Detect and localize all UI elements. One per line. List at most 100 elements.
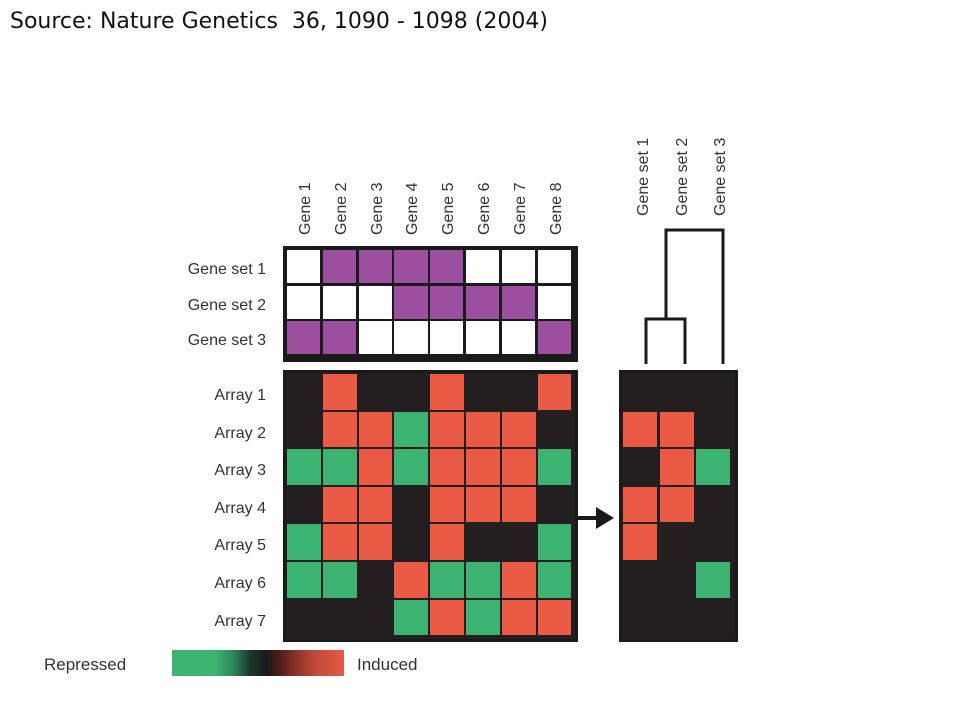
expression-cell — [322, 599, 357, 636]
expression-cell — [394, 599, 429, 636]
expression-cell — [466, 562, 500, 598]
score-cell — [623, 411, 657, 448]
array-row-label: Array 2 — [214, 424, 266, 442]
expression-cell — [394, 374, 429, 410]
expression-cell — [358, 524, 393, 560]
membership-cell — [287, 321, 321, 354]
score-cell — [696, 374, 730, 410]
score-cell — [659, 374, 694, 410]
expression-cell — [287, 562, 321, 598]
expression-cell — [358, 562, 393, 598]
score-cell — [696, 562, 730, 598]
expression-cell — [501, 374, 536, 410]
dendrogram-outer-branch — [664, 228, 725, 364]
score-cell — [623, 524, 657, 560]
membership-cell — [466, 285, 500, 319]
expression-cell — [358, 599, 393, 636]
expression-cell — [430, 411, 464, 448]
dendrogram — [644, 228, 725, 364]
array-row-label: Array 4 — [214, 499, 266, 517]
membership-cell — [358, 250, 392, 283]
geneset-row-label: Gene set 1 — [187, 261, 266, 278]
membership-cell — [322, 250, 357, 283]
expression-cell — [430, 449, 464, 485]
score-cell — [696, 599, 730, 636]
expression-cell — [501, 524, 536, 560]
right-arrow-icon — [578, 507, 614, 529]
score-cell — [696, 449, 730, 485]
membership-cell — [287, 250, 321, 283]
expression-cell — [394, 524, 429, 560]
membership-cell — [501, 321, 536, 354]
score-cell — [659, 411, 694, 448]
expression-cell — [322, 486, 357, 523]
expression-cell — [501, 486, 536, 523]
legend-induced-label: Induced — [357, 655, 418, 674]
expression-cell — [322, 562, 357, 598]
source-citation: Source: Nature Genetics 36, 1090 - 1098 … — [10, 9, 548, 34]
expression-cell — [466, 374, 500, 410]
expression-cell — [501, 411, 536, 448]
membership-cell — [501, 285, 536, 319]
membership-cell — [430, 285, 464, 319]
expression-cell — [322, 411, 357, 448]
expression-cell — [287, 524, 321, 560]
membership-cell — [287, 285, 321, 319]
expression-cell — [394, 562, 429, 598]
score-cell — [659, 524, 694, 560]
expression-cell — [358, 486, 393, 523]
score-cell — [623, 599, 657, 636]
expression-cell — [501, 562, 536, 598]
legend-repressed-label: Repressed — [44, 655, 127, 674]
array-row-label: Array 6 — [214, 575, 266, 592]
score-cell — [659, 599, 694, 636]
score-cell — [696, 411, 730, 448]
geneset-row-label: Gene set 3 — [187, 332, 266, 349]
array-row-label: Array 1 — [214, 387, 266, 404]
expression-cell — [287, 374, 321, 410]
expression-cell — [466, 449, 500, 485]
membership-cell — [394, 321, 428, 354]
geneset-row-label: Gene set 2 — [187, 296, 266, 314]
expression-cell — [501, 449, 536, 485]
expression-cell — [358, 449, 393, 485]
expression-cell — [430, 599, 464, 636]
membership-cell — [322, 285, 357, 319]
membership-cell — [394, 250, 428, 283]
membership-cell — [537, 321, 571, 354]
dendrogram-inner-branch — [644, 317, 687, 364]
membership-cell — [358, 285, 392, 319]
membership-cell — [322, 321, 357, 354]
score-cell — [623, 374, 657, 410]
membership-cell — [466, 250, 500, 283]
expression-cell — [430, 374, 464, 410]
expression-cell — [287, 599, 321, 636]
score-cell — [659, 449, 694, 485]
membership-cell — [537, 285, 571, 319]
membership-cell — [537, 250, 571, 283]
expression-cell — [287, 486, 321, 523]
score-cell — [623, 562, 657, 598]
expression-cell — [537, 374, 572, 410]
membership-cell — [430, 250, 464, 283]
score-cell — [696, 486, 730, 523]
expression-cell — [430, 562, 464, 598]
array-row-label: Array 3 — [214, 462, 266, 480]
membership-cell — [394, 285, 428, 319]
expression-cell — [322, 374, 357, 410]
score-cell — [659, 486, 694, 523]
legend-color-bar — [172, 650, 344, 676]
expression-cell — [287, 411, 321, 448]
expression-cell — [537, 599, 572, 636]
expression-cell — [466, 411, 500, 448]
expression-cell — [537, 449, 572, 485]
expression-cell — [322, 524, 357, 560]
expression-cell — [466, 599, 500, 636]
expression-cell — [537, 562, 572, 598]
expression-cell — [394, 449, 429, 485]
membership-cell — [430, 321, 464, 354]
expression-cell — [430, 524, 464, 560]
array-row-label: Array 5 — [214, 537, 266, 555]
array-row-label: Array 7 — [214, 612, 266, 630]
membership-cell — [358, 321, 392, 354]
